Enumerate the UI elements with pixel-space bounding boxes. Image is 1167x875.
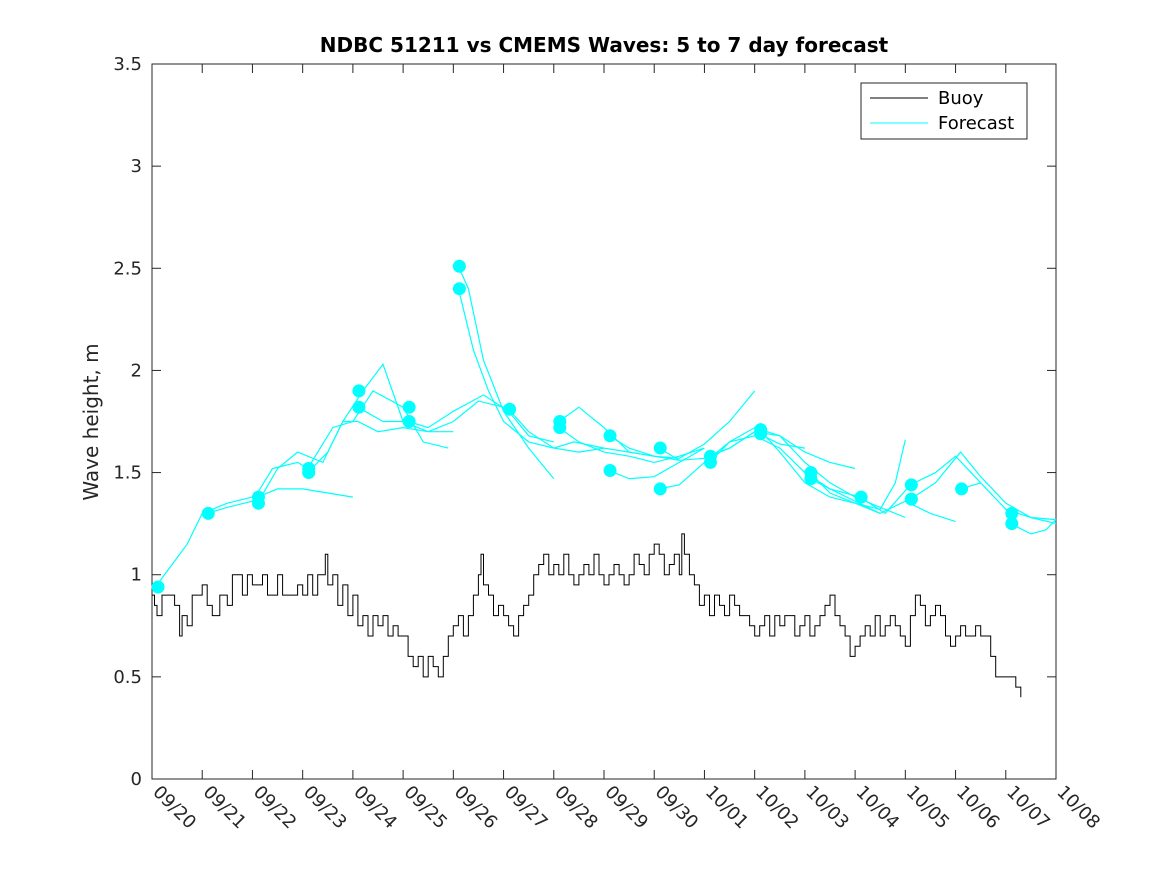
forecast-start-point <box>603 464 617 478</box>
forecast-line <box>759 429 906 510</box>
legend-forecast-label: Forecast <box>938 113 1014 134</box>
forecast-start-point <box>503 402 517 416</box>
forecast-line <box>709 435 881 514</box>
legend-buoy-label: Buoy <box>938 88 984 109</box>
y-axis-label: Wave height, m <box>79 343 103 500</box>
forecast-start-point <box>302 466 316 480</box>
forecast-start-point <box>251 496 265 510</box>
forecast-line <box>207 461 309 514</box>
forecast-line <box>156 496 253 586</box>
forecast-start-point <box>904 492 918 506</box>
forecast-line <box>608 390 756 459</box>
forecast-line <box>809 472 956 523</box>
plot-area: 00.511.522.533.509/2009/2109/2209/2309/2… <box>113 54 1104 833</box>
forecast-start-point <box>352 400 366 414</box>
x-tick-label: 09/25 <box>400 782 452 834</box>
forecast-line <box>357 400 504 433</box>
forecast-line <box>257 488 353 498</box>
x-tick-label: 10/08 <box>1052 782 1104 834</box>
forecast-start-point <box>653 482 667 496</box>
forecast-start-point <box>553 421 567 435</box>
x-tick-label: 10/04 <box>852 782 904 834</box>
x-tick-label: 10/06 <box>952 782 1004 834</box>
y-tick-label: 3 <box>131 156 142 177</box>
x-tick-label: 10/01 <box>701 782 753 834</box>
forecast-start-point <box>1005 506 1019 520</box>
forecast-start-point <box>703 455 717 469</box>
forecast-start-point <box>201 506 215 520</box>
forecast-start-point <box>452 259 466 273</box>
x-tick-label: 09/21 <box>199 782 251 834</box>
y-tick-label: 0 <box>131 769 142 790</box>
forecast-start-point <box>955 482 969 496</box>
legend-box <box>860 82 1028 140</box>
forecast-start-point <box>402 415 416 428</box>
y-tick-label: 1 <box>131 565 142 586</box>
x-tick-label: 09/28 <box>550 782 602 834</box>
x-tick-label: 09/23 <box>299 782 351 834</box>
x-tick-label: 10/03 <box>801 782 853 834</box>
forecast-line <box>307 390 449 469</box>
forecast-line <box>960 482 1057 521</box>
forecast-line <box>256 363 404 504</box>
forecast-start-point <box>151 580 165 594</box>
forecast-start-point <box>754 427 768 441</box>
x-tick-label: 10/02 <box>751 782 803 834</box>
x-tick-label: 09/30 <box>651 782 703 834</box>
y-tick-label: 2 <box>131 360 142 381</box>
forecast-start-point <box>352 384 366 398</box>
y-tick-label: 0.5 <box>113 667 142 688</box>
forecast-line <box>608 447 705 480</box>
forecast-line <box>457 265 555 480</box>
x-tick-label: 09/22 <box>249 782 301 834</box>
x-tick-label: 09/29 <box>600 782 652 834</box>
chart-title: NDBC 51211 vs CMEMS Waves: 5 to 7 day fo… <box>320 33 889 57</box>
buoy-line <box>152 533 1022 698</box>
forecast-line <box>709 431 906 519</box>
forecast-line <box>407 394 554 443</box>
forecast-line <box>558 427 705 464</box>
x-tick-label: 09/20 <box>148 782 200 834</box>
forecast-line <box>910 451 1057 525</box>
y-tick-label: 3.5 <box>113 54 142 75</box>
forecast-line <box>1010 519 1057 535</box>
forecast-start-point <box>904 478 918 492</box>
forecast-line <box>457 288 605 449</box>
axes-box <box>151 63 1057 780</box>
x-tick-label: 09/26 <box>450 782 502 834</box>
x-tick-label: 10/07 <box>1002 782 1054 834</box>
forecast-start-point <box>402 400 416 414</box>
x-tick-label: 09/27 <box>500 782 552 834</box>
legend: Buoy Forecast <box>860 82 1028 140</box>
forecast-start-point <box>653 441 667 455</box>
x-tick-label: 10/05 <box>902 782 954 834</box>
forecast-line <box>809 455 982 515</box>
y-tick-label: 1.5 <box>113 463 142 484</box>
forecast-line <box>307 420 454 474</box>
forecast-start-point <box>854 490 868 504</box>
forecast-start-point <box>1005 517 1019 531</box>
x-tick-label: 09/24 <box>349 782 401 834</box>
forecast-start-point <box>452 282 466 296</box>
y-tick-label: 2.5 <box>113 258 142 279</box>
forecast-start-point <box>804 472 818 486</box>
forecast-start-point <box>603 429 617 443</box>
